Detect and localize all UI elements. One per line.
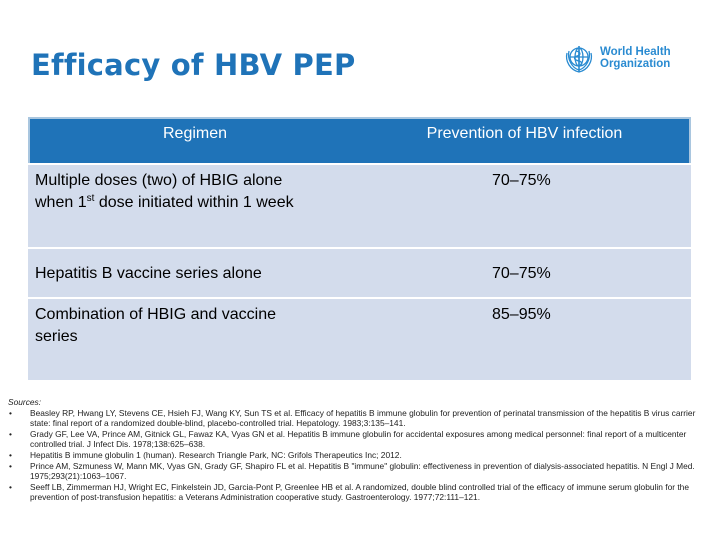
source-text: Seeff LB, Zimmerman HJ, Wright EC, Finke… (30, 481, 689, 503)
sources-list: • Beasley RP, Hwang LY, Stevens CE, Hsieh… (8, 408, 716, 503)
bullet-icon: • (9, 481, 12, 492)
table-row: Hepatitis B vaccine series alone 70–75% (28, 247, 691, 297)
bullet-icon: • (9, 428, 12, 439)
source-item: • Prince AM, Szmuness W, Mann MK, Vyas GN… (8, 461, 716, 482)
regimen-text: dose initiated within 1 week (94, 194, 294, 211)
regimen-text: Multiple doses (two) of HBIG alone (35, 172, 283, 189)
table-header: Regimen Prevention of HBV infection (28, 117, 691, 163)
page-title: Efficacy of HBV PEP (31, 48, 356, 82)
source-item: • Beasley RP, Hwang LY, Stevens CE, Hsieh… (8, 408, 716, 429)
table-row: Multiple doses (two) of HBIG alone when … (28, 163, 691, 247)
source-text: Beasley RP, Hwang LY, Stevens CE, Hsieh … (30, 407, 696, 429)
who-logo-line2: Organization (600, 58, 671, 70)
bullet-icon: • (9, 449, 12, 460)
regimen-text: when 1 (35, 194, 87, 211)
table-row: Combination of HBIG and vaccine series 8… (28, 297, 691, 380)
prevention-cell: 70–75% (492, 265, 551, 282)
superscript-st: st (86, 193, 95, 204)
source-text: Prince AM, Szmuness W, Mann MK, Vyas GN,… (30, 460, 695, 482)
source-item: • Hepatitis B immune globulin 1 (human). … (8, 450, 716, 461)
sources-label: Sources: (8, 397, 42, 407)
bullet-icon: • (9, 407, 12, 418)
regimen-cell: Combination of HBIG and vaccine series (35, 306, 277, 345)
bullet-icon: • (9, 460, 12, 471)
regimen-cell: Multiple doses (two) of HBIG alone when … (28, 165, 468, 247)
sources-section: Sources: • Beasley RP, Hwang LY, Stevens … (8, 397, 716, 503)
efficacy-table: Regimen Prevention of HBV infection Mult… (28, 117, 691, 380)
who-logo-line1: World Health (600, 46, 671, 58)
who-emblem-icon (565, 46, 593, 73)
source-item: • Seeff LB, Zimmerman HJ, Wright EC, Fink… (8, 482, 716, 503)
header-prevention: Prevention of HBV infection (426, 125, 623, 142)
who-logo: World Health Organization (562, 40, 692, 76)
prevention-cell: 85–95% (492, 306, 551, 323)
header-regimen: Regimen (162, 125, 228, 142)
source-text: Hepatitis B immune globulin 1 (human). R… (30, 449, 402, 460)
prevention-cell: 70–75% (492, 172, 551, 189)
regimen-cell: Hepatitis B vaccine series alone (35, 265, 262, 282)
source-item: • Grady GF, Lee VA, Prince AM, Gitnick GL… (8, 429, 716, 450)
source-text: Grady GF, Lee VA, Prince AM, Gitnick GL,… (30, 428, 687, 450)
who-logo-text: World Health Organization (600, 46, 671, 70)
